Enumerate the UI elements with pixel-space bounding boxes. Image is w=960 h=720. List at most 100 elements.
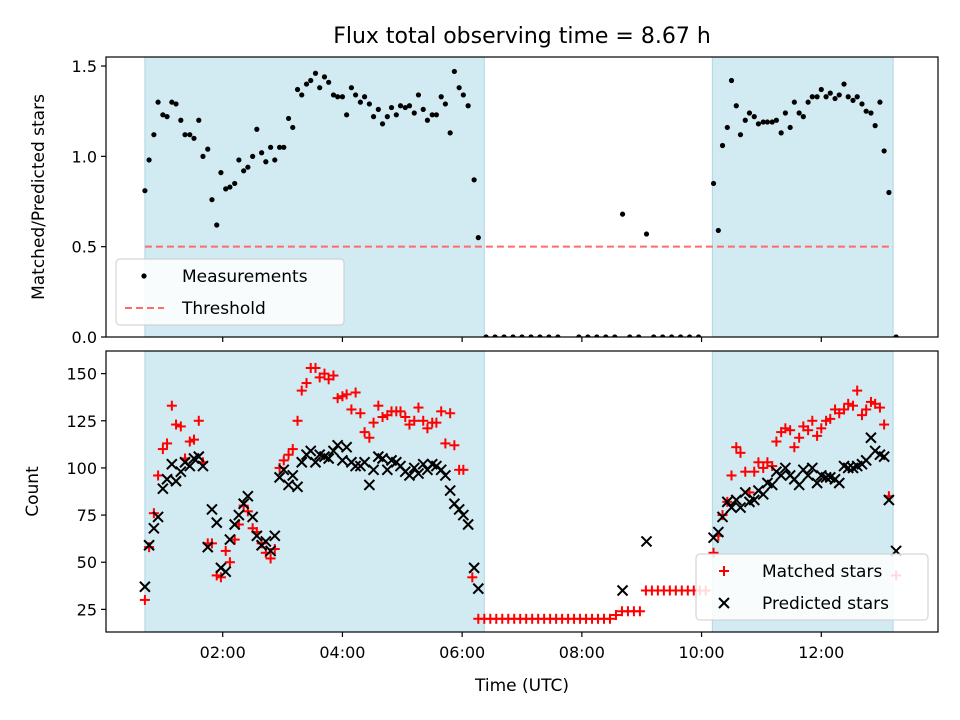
matched-star-point	[296, 385, 307, 396]
matched-star-point	[215, 572, 226, 583]
matched-star-point	[238, 500, 249, 511]
matched-star-point	[188, 434, 199, 445]
predicted-star-point	[766, 479, 778, 491]
matched-star-point	[265, 553, 276, 564]
matched-star-point	[220, 545, 231, 556]
matched-star-point	[283, 449, 294, 460]
measurement-point	[214, 222, 220, 228]
x-tick-label: 04:00	[319, 643, 365, 662]
measurement-point	[651, 334, 657, 337]
measurement-point	[715, 227, 721, 234]
measurement-point	[760, 119, 766, 125]
measurement-point	[160, 112, 166, 118]
matched-star-point	[717, 510, 728, 521]
predicted-star-point	[806, 462, 819, 474]
measurement-point	[164, 114, 170, 120]
predicted-star-point	[143, 539, 155, 551]
measurement-point	[832, 95, 838, 102]
measurement-point	[290, 124, 296, 131]
matched-star-point	[839, 404, 850, 415]
x-tick-label: 10:00	[679, 643, 725, 662]
matched-star-point	[740, 466, 751, 477]
measurement-point	[223, 186, 229, 192]
predicted-star-point	[363, 479, 376, 491]
measurement-point	[755, 121, 762, 127]
matched-star-point	[193, 415, 204, 426]
matched-star-point	[610, 610, 621, 621]
matched-star-point	[767, 461, 778, 472]
predicted-star-point	[721, 496, 734, 508]
chart-title: Flux total observing time = 8.67 h	[333, 24, 711, 49]
measurement-point	[818, 86, 824, 93]
x-tick-label: 08:00	[559, 643, 605, 662]
measurement-point	[406, 103, 413, 109]
matched-star-point	[458, 464, 469, 475]
predicted-star-point	[296, 456, 308, 468]
predicted-star-point	[842, 462, 854, 474]
matched-star-point	[319, 368, 330, 379]
predicted-star-point	[175, 465, 187, 478]
predicted-star-point	[403, 469, 416, 482]
measurement-point	[782, 110, 788, 116]
y-tick-label: 1.0	[72, 147, 97, 166]
predicted-star-point	[282, 479, 295, 491]
measurement-point	[384, 114, 390, 120]
measurement-point	[746, 110, 753, 116]
matched-star-point	[418, 415, 429, 426]
measurement-point	[415, 92, 422, 98]
matched-star-point	[861, 404, 872, 415]
matched-star-point	[364, 432, 375, 443]
measurement-point	[250, 153, 256, 159]
measurement-point	[330, 92, 337, 98]
predicted-star-point	[439, 469, 452, 482]
legend-marker	[718, 597, 730, 609]
predicted-star-point	[734, 501, 747, 514]
measurement-point	[424, 117, 431, 123]
measurement-point	[764, 119, 771, 125]
matched-star-point	[409, 415, 420, 426]
predicted-star-point	[228, 518, 241, 531]
matched-star-point	[310, 362, 321, 373]
predicted-star-point	[860, 454, 872, 467]
predicted-star-point	[616, 584, 629, 597]
matched-star-point	[856, 410, 867, 421]
measurement-point	[146, 157, 152, 163]
measurement-point	[868, 110, 874, 116]
measurement-point	[294, 86, 301, 93]
measurement-point	[303, 81, 310, 87]
predicted-star-point	[152, 511, 164, 523]
measurement-point	[268, 144, 274, 150]
matched-star-point	[171, 419, 182, 430]
measurement-point	[805, 99, 811, 105]
predicted-star-point	[220, 565, 232, 578]
measurement-point	[191, 135, 197, 141]
measurement-point	[442, 101, 448, 107]
matched-star-point	[355, 408, 366, 419]
matched-star-point	[731, 442, 742, 453]
matched-star-point	[816, 423, 827, 434]
measurement-point	[326, 79, 332, 85]
measurement-point	[686, 334, 693, 337]
measurement-point	[388, 104, 395, 111]
measurement-point	[402, 104, 408, 111]
y-tick-label: 100	[66, 459, 97, 478]
x-tick-label: 12:00	[798, 643, 844, 662]
matched-star-point	[292, 415, 303, 426]
measurement-point	[285, 115, 292, 122]
matched-star-point	[373, 400, 384, 411]
measurement-point	[823, 94, 829, 100]
matched-star-point	[749, 466, 760, 477]
predicted-star-point	[725, 501, 738, 514]
measurement-point	[361, 94, 368, 100]
predicted-star-point	[242, 490, 254, 502]
predicted-star-point	[264, 545, 277, 557]
measurement-point	[281, 144, 287, 150]
predicted-star-point	[278, 464, 290, 476]
y-tick-label: 1.5	[72, 57, 97, 76]
x-axis-label: Time (UTC)	[474, 676, 569, 696]
matched-star-point	[350, 387, 361, 398]
matched-star-point	[341, 389, 352, 400]
measurement-point	[877, 99, 883, 105]
predicted-star-point	[453, 503, 465, 516]
measurement-point	[528, 334, 534, 337]
